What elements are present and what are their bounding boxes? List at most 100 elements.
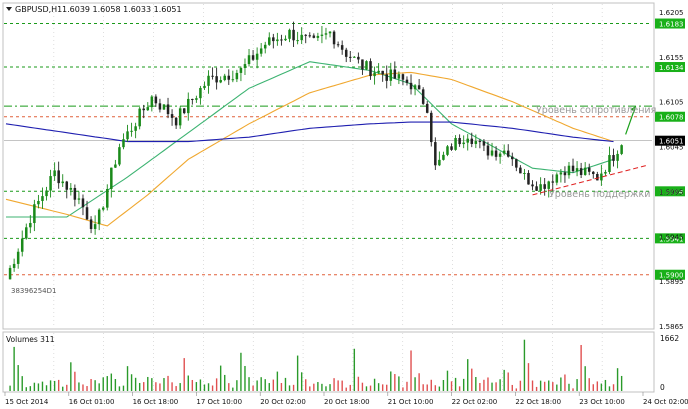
bull-candle[interactable] [118, 147, 121, 165]
bear-candle[interactable] [482, 141, 486, 146]
dropdown-triangle-icon[interactable] [6, 7, 12, 11]
bear-candle[interactable] [519, 167, 522, 174]
bull-candle[interactable] [134, 126, 137, 131]
bull-candle[interactable] [559, 172, 563, 175]
bull-candle[interactable] [555, 174, 559, 183]
bull-candle[interactable] [126, 131, 129, 140]
horizontal-levels[interactable] [4, 23, 652, 276]
bull-candle[interactable] [320, 34, 324, 36]
bear-candle[interactable] [458, 138, 461, 145]
bull-candle[interactable] [239, 68, 243, 73]
bear-candle[interactable] [73, 187, 77, 200]
bear-candle[interactable] [292, 29, 295, 41]
bear-candle[interactable] [332, 31, 336, 45]
bull-candle[interactable] [187, 98, 190, 114]
bear-candle[interactable] [174, 117, 178, 126]
bear-candle[interactable] [158, 103, 162, 110]
bull-candle[interactable] [438, 159, 441, 166]
bull-candle[interactable] [235, 72, 239, 80]
bear-candle[interactable] [592, 171, 595, 175]
bear-candle[interactable] [579, 168, 583, 175]
bull-candle[interactable] [20, 238, 24, 252]
bull-candle[interactable] [608, 155, 611, 173]
bear-candle[interactable] [434, 142, 437, 166]
bull-candle[interactable] [93, 224, 97, 229]
bull-candle[interactable] [446, 146, 449, 155]
bull-candle[interactable] [316, 35, 320, 38]
bear-candle[interactable] [182, 108, 186, 114]
bull-candle[interactable] [162, 104, 166, 110]
bull-candle[interactable] [539, 184, 542, 191]
bull-candle[interactable] [138, 108, 141, 127]
bull-candle[interactable] [12, 263, 16, 268]
bull-candle[interactable] [146, 107, 150, 111]
bull-candle[interactable] [600, 173, 603, 181]
bull-candle[interactable] [620, 145, 623, 154]
bull-candle[interactable] [247, 55, 251, 65]
bear-candle[interactable] [430, 112, 433, 143]
bear-candle[interactable] [409, 82, 413, 90]
bull-candle[interactable] [365, 61, 368, 70]
bull-candle[interactable] [268, 37, 271, 45]
bull-candle[interactable] [45, 190, 48, 197]
bull-candle[interactable] [523, 172, 526, 174]
bear-candle[interactable] [340, 45, 344, 50]
bull-candle[interactable] [604, 172, 607, 174]
bull-candle[interactable] [33, 204, 36, 224]
bull-candle[interactable] [122, 139, 125, 148]
bear-candle[interactable] [166, 104, 170, 115]
bull-candle[interactable] [583, 167, 587, 175]
bull-candle[interactable] [178, 108, 182, 126]
bear-candle[interactable] [280, 39, 283, 41]
bull-candle[interactable] [284, 38, 287, 41]
bull-candle[interactable] [502, 150, 506, 154]
bull-candle[interactable] [29, 223, 32, 228]
bull-candle[interactable] [373, 72, 376, 77]
bull-candle[interactable] [195, 98, 198, 100]
bull-candle[interactable] [243, 64, 247, 69]
bear-candle[interactable] [417, 85, 421, 90]
bear-candle[interactable] [312, 35, 316, 38]
bear-candle[interactable] [596, 174, 599, 181]
bull-candle[interactable] [259, 48, 263, 54]
bull-candle[interactable] [110, 167, 113, 189]
bull-candle[interactable] [69, 187, 73, 190]
bull-candle[interactable] [97, 209, 101, 225]
bear-candle[interactable] [57, 170, 60, 184]
bear-candle[interactable] [81, 198, 85, 208]
bull-candle[interactable] [324, 33, 328, 35]
bull-candle[interactable] [474, 141, 478, 144]
bear-candle[interactable] [421, 89, 425, 104]
bear-candle[interactable] [563, 172, 567, 176]
bear-candle[interactable] [405, 79, 409, 83]
bull-candle[interactable] [25, 227, 28, 239]
bull-candle[interactable] [16, 251, 20, 264]
bear-candle[interactable] [227, 75, 231, 80]
bear-candle[interactable] [308, 35, 312, 37]
bull-candle[interactable] [462, 142, 465, 145]
bull-candle[interactable] [547, 181, 550, 189]
bull-candle[interactable] [263, 44, 267, 49]
bear-candle[interactable] [85, 207, 89, 220]
bear-candle[interactable] [65, 181, 69, 190]
bull-candle[interactable] [106, 188, 109, 208]
bull-candle[interactable] [207, 75, 210, 86]
bull-candle[interactable] [276, 39, 279, 42]
bear-candle[interactable] [401, 74, 405, 80]
bear-candle[interactable] [506, 150, 510, 157]
bull-candle[interactable] [413, 85, 417, 90]
bull-candle[interactable] [8, 267, 12, 280]
bear-candle[interactable] [470, 138, 474, 144]
bull-candle[interactable] [397, 74, 401, 79]
bull-candle[interactable] [442, 154, 445, 160]
bull-candle[interactable] [377, 70, 380, 73]
bull-candle[interactable] [498, 153, 502, 157]
bear-candle[interactable] [272, 37, 275, 42]
bull-candle[interactable] [288, 29, 291, 39]
bear-candle[interactable] [478, 141, 482, 143]
bull-candle[interactable] [328, 31, 332, 34]
bull-candle[interactable] [37, 200, 40, 205]
bull-candle[interactable] [223, 75, 226, 81]
